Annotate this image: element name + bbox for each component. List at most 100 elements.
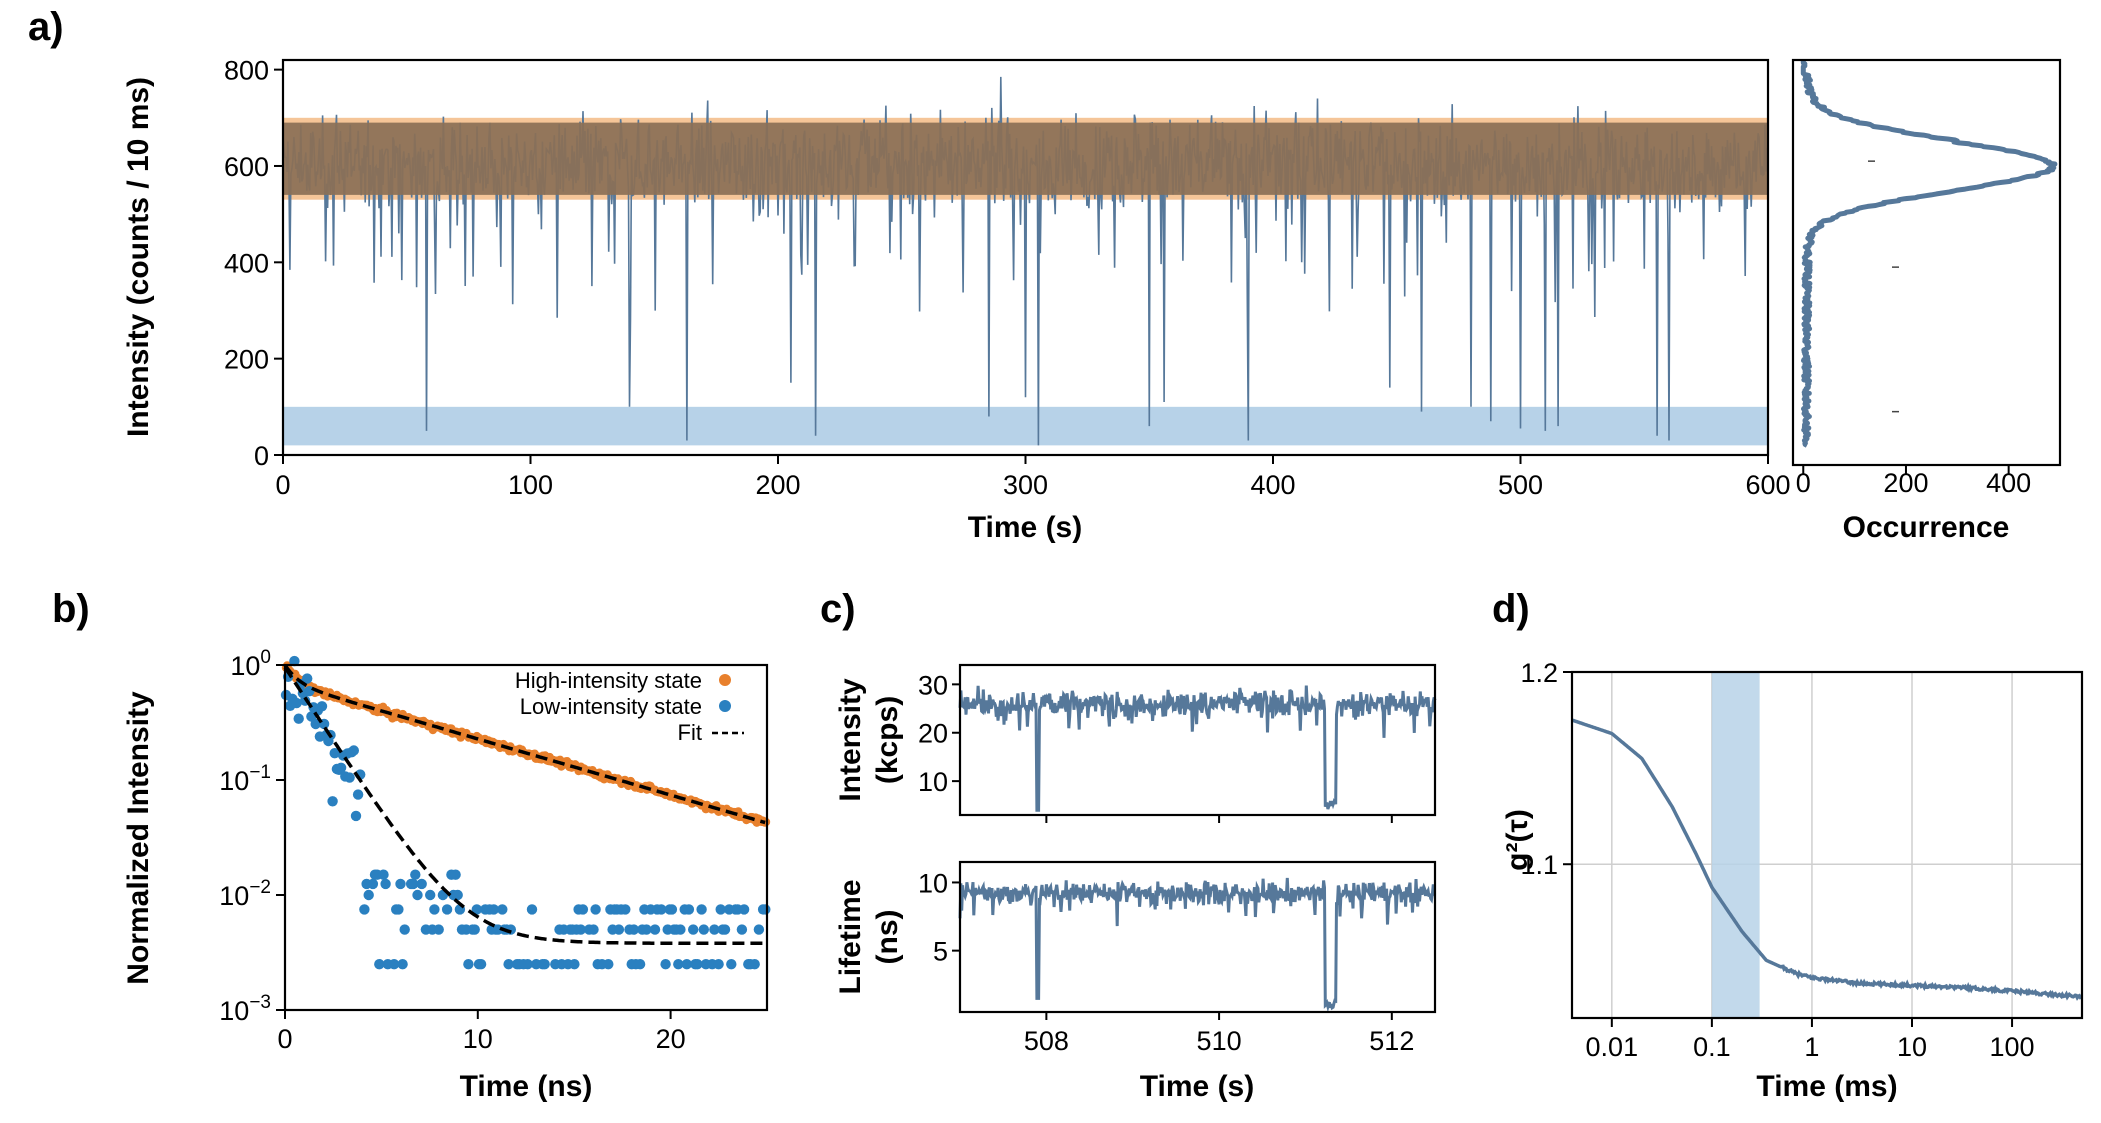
low-state-point	[673, 959, 684, 970]
x-tick-label: 300	[1003, 470, 1048, 500]
low-state-point	[656, 904, 667, 915]
panel-d-xlabel: Time (ms)	[1756, 1070, 1897, 1103]
low-state-point	[291, 697, 302, 709]
low-state-point	[696, 904, 707, 915]
x-tick-label: 400	[1986, 468, 2031, 498]
low-state-point	[539, 959, 550, 970]
low-state-point	[388, 959, 400, 970]
panel-d-ticks: 0.01 0.1 1 10 100 1.1 1.2	[1520, 658, 2034, 1062]
low-state-point	[719, 924, 731, 935]
low-state-point	[488, 904, 499, 915]
x-tick-label: 1	[1804, 1032, 1819, 1062]
x-tick-label: 600	[1745, 470, 1790, 500]
low-state-point	[503, 959, 514, 970]
legend-low-marker	[719, 700, 731, 712]
low-state-point	[522, 959, 533, 970]
high-fit-line	[283, 664, 766, 825]
y-tick-label: 1.2	[1520, 658, 1558, 688]
x-tick-label: 0	[275, 470, 290, 500]
panel-c-trace-line	[958, 877, 1437, 1013]
low-state-point	[395, 878, 406, 890]
histogram-profile	[1800, 58, 2058, 448]
x-tick-label: 0	[277, 1024, 292, 1054]
panel-a-overlap	[283, 122, 1768, 195]
x-tick-label: 10	[1897, 1032, 1927, 1062]
panel-c-xlabel: Time (s)	[1140, 1070, 1254, 1103]
low-state-point	[497, 904, 508, 915]
low-state-point	[452, 889, 463, 901]
panel-c-bottom-ylabel-1: Lifetime	[834, 879, 867, 994]
low-state-point	[359, 904, 370, 915]
x-tick-label: 200	[755, 470, 800, 500]
low-state-point	[738, 904, 750, 915]
histogram-ticks: 0 200 400	[1796, 465, 2031, 498]
low-state-point	[310, 718, 321, 730]
panel-d-frame	[1570, 670, 2084, 1020]
legend-high-marker	[719, 674, 731, 686]
legend-fit-label: Fit	[678, 720, 702, 745]
low-state-point	[416, 878, 427, 890]
low-state-point	[688, 924, 699, 935]
low-state-point	[471, 904, 482, 915]
low-state-point	[469, 924, 480, 935]
low-state-point	[335, 762, 347, 773]
low-state-point	[425, 889, 436, 901]
low-state-point	[367, 878, 379, 890]
panel-c-top-frame	[958, 663, 1437, 817]
panel-c-label: c)	[820, 587, 856, 631]
high-intensity-overlap	[283, 122, 1768, 195]
x-tick-label: 100	[1990, 1032, 2035, 1062]
low-state-point	[569, 959, 580, 970]
panel-c-lifetime-trace	[958, 877, 1437, 1013]
y-tick-label: 10−2	[219, 877, 271, 911]
panel-a-label: a)	[28, 5, 64, 49]
y-tick-label: 1.1	[1520, 850, 1558, 880]
low-state-point	[749, 959, 760, 970]
low-state-point	[393, 904, 404, 915]
panel-c-trace-line	[958, 685, 1437, 812]
x-tick-label: 200	[1883, 468, 1928, 498]
low-state-point	[683, 904, 695, 915]
low-state-point	[397, 959, 408, 970]
legend-high-label: High-intensity state	[515, 668, 702, 693]
low-state-point	[709, 924, 720, 935]
y-tick-label: 30	[918, 670, 948, 700]
x-tick-label: 0.1	[1693, 1032, 1731, 1062]
low-state-point	[613, 924, 625, 935]
low-state-point	[681, 959, 692, 970]
y-tick-label: 200	[224, 345, 269, 375]
low-state-point	[374, 959, 385, 970]
panel-c-bottom-ylabel-2: (ns)	[871, 910, 904, 965]
low-state-point	[433, 924, 444, 935]
x-tick-label: 500	[1498, 470, 1543, 500]
low-state-point	[441, 904, 453, 915]
x-tick-label: 512	[1369, 1026, 1414, 1056]
histogram-xlabel: Occurrence	[1843, 511, 2010, 544]
low-state-point	[726, 959, 737, 970]
low-state-point	[526, 904, 538, 915]
x-tick-label: 510	[1197, 1026, 1242, 1056]
y-tick-label: 20	[918, 719, 948, 749]
low-state-point	[588, 924, 599, 935]
low-state-point	[760, 904, 771, 915]
low-state-point	[603, 959, 614, 970]
x-tick-label: 100	[508, 470, 553, 500]
panel-d-label: d)	[1492, 587, 1530, 631]
low-state-point	[380, 878, 391, 890]
panel-c-top-ylabel-1: Intensity	[834, 678, 867, 802]
panel-a-ticks: 0 100 200 300 400 500 600 0 200 400 600 800	[224, 56, 1791, 500]
panel-c-bottom-frame	[958, 860, 1437, 1014]
low-state-point	[350, 810, 362, 822]
x-tick-label: 0.01	[1586, 1032, 1639, 1062]
low-state-point	[475, 959, 487, 970]
low-state-point	[753, 924, 765, 935]
low-state-point	[675, 924, 686, 935]
panel-c-top-ylabel-2: (kcps)	[871, 696, 904, 784]
x-tick-label: 400	[1250, 470, 1295, 500]
low-state-point	[302, 673, 313, 684]
low-state-point	[429, 904, 440, 915]
panel-b-legend: High-intensity state Low-intensity state…	[515, 668, 744, 745]
low-state-point	[577, 904, 589, 915]
